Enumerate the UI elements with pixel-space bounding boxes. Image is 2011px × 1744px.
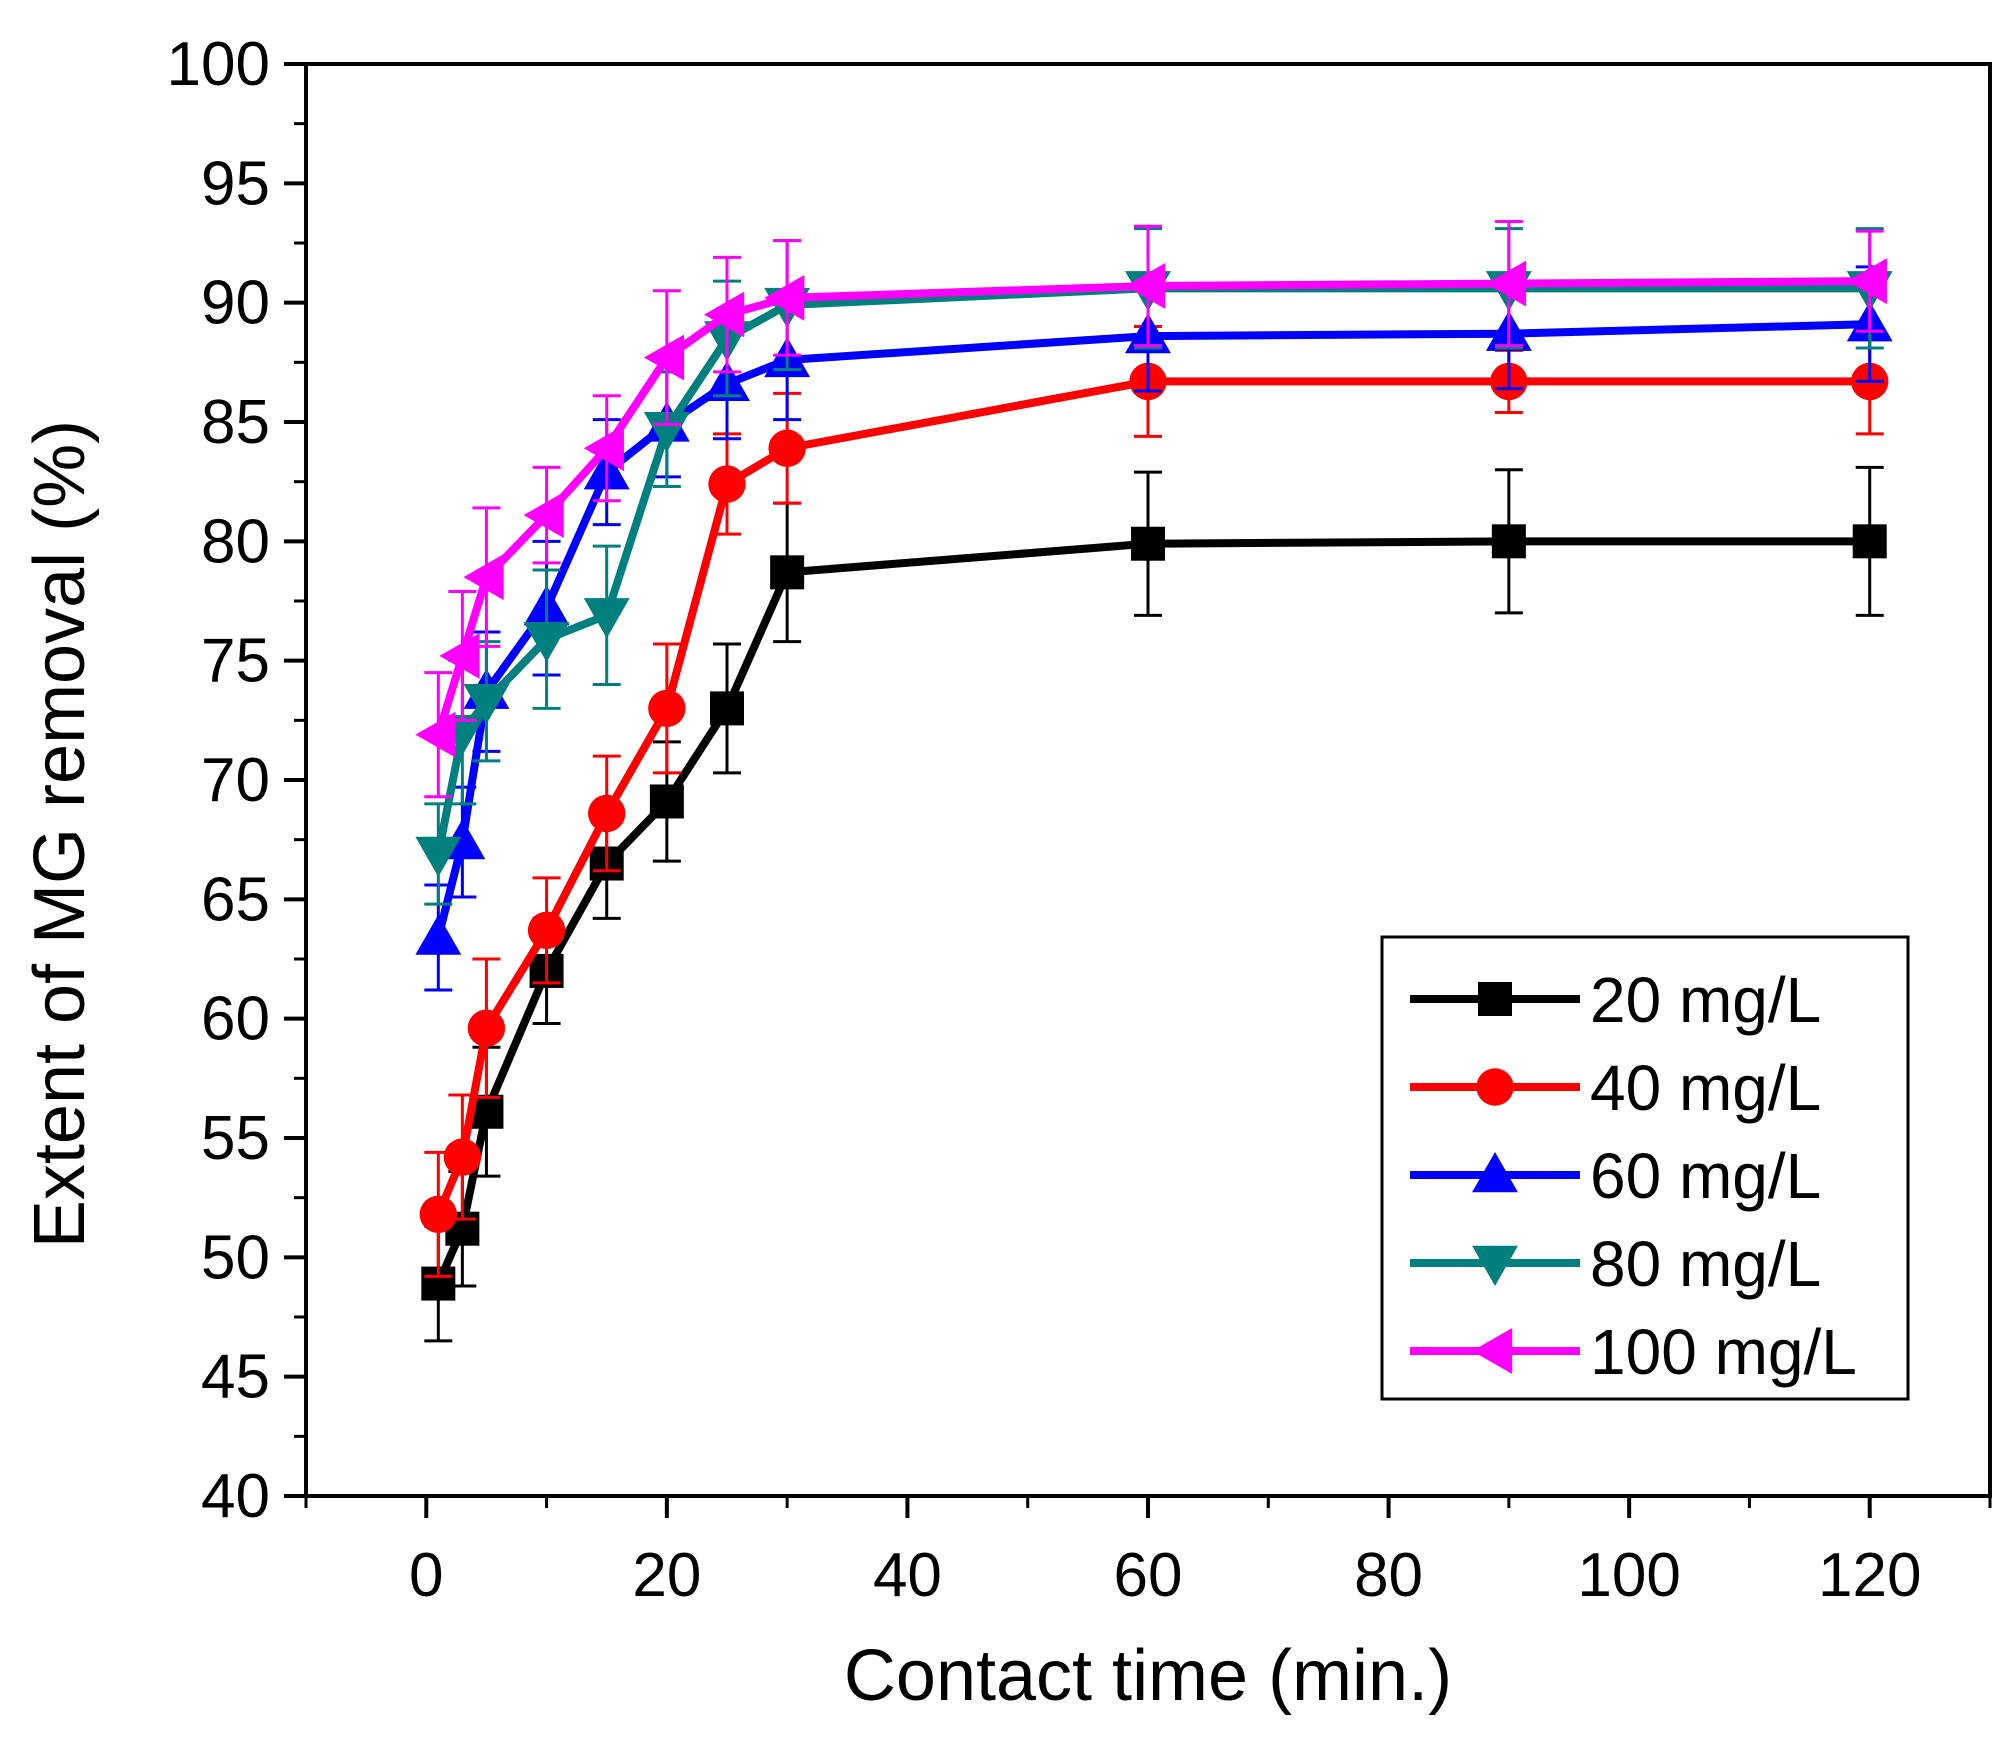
data-point	[415, 914, 462, 955]
y-tick-label: 75	[201, 627, 270, 696]
data-point	[443, 1138, 482, 1176]
x-tick-label: 20	[632, 1541, 701, 1610]
data-point	[708, 465, 746, 503]
y-tick-label: 45	[201, 1343, 270, 1412]
legend-marker	[1478, 982, 1512, 1016]
legend-item: 60 mg/L	[1410, 1140, 1821, 1212]
data-point	[588, 794, 626, 833]
data-point	[643, 411, 690, 453]
data-point	[523, 621, 570, 663]
data-point	[1491, 524, 1526, 559]
data-point	[523, 492, 564, 539]
data-point	[415, 836, 462, 877]
data-point	[1131, 526, 1165, 561]
legend-marker	[1472, 1152, 1518, 1193]
legend-label: 60 mg/L	[1590, 1140, 1821, 1212]
data-point	[710, 691, 744, 726]
data-point	[583, 598, 630, 639]
series-40-mg-l	[419, 325, 1889, 1278]
legend: 20 mg/L 40 mg/L 60 mg/L 80 mg/L 100 mg/L	[1380, 935, 1910, 1401]
data-point	[439, 632, 480, 679]
data-point	[770, 555, 805, 590]
data-point	[463, 554, 504, 601]
data-point	[1125, 263, 1166, 309]
y-tick-label: 70	[201, 746, 270, 815]
series-layer	[415, 220, 1893, 1343]
y-tick-label: 85	[201, 388, 270, 457]
x-tick-label: 40	[873, 1541, 942, 1610]
data-point	[467, 1009, 506, 1047]
legend-marker	[1476, 1068, 1514, 1106]
data-point	[643, 334, 685, 381]
data-point	[419, 1195, 458, 1234]
data-point	[649, 784, 684, 819]
data-point	[415, 711, 456, 758]
y-tick-label: 95	[201, 149, 270, 218]
data-point	[583, 425, 624, 472]
data-point	[1485, 260, 1527, 307]
legend-marker	[1472, 1328, 1513, 1374]
data-point	[704, 291, 745, 338]
x-axis-title: Contact time (min.)	[844, 1636, 1452, 1716]
x-tick-label: 60	[1114, 1541, 1183, 1610]
x-tick-label: 0	[409, 1541, 443, 1610]
legend-label: 100 mg/L	[1590, 1316, 1857, 1388]
x-tick-label: 100	[1577, 1541, 1680, 1610]
y-tick-label: 90	[201, 269, 270, 338]
y-tick-label: 55	[201, 1104, 270, 1173]
x-tick-label: 80	[1354, 1541, 1423, 1610]
y-tick-label: 65	[201, 865, 270, 934]
data-point	[463, 684, 510, 725]
data-point	[768, 429, 806, 467]
data-point	[1852, 524, 1887, 559]
legend-label: 80 mg/L	[1590, 1228, 1821, 1300]
legend-label: 40 mg/L	[1590, 1052, 1821, 1124]
y-axis-title: Extent of MG removal (%)	[20, 420, 100, 1248]
legend-item: 100 mg/L	[1410, 1316, 1857, 1388]
data-point	[648, 689, 686, 728]
legend-item: 20 mg/L	[1410, 964, 1821, 1036]
data-point	[764, 274, 805, 321]
legend-item: 80 mg/L	[1410, 1228, 1821, 1300]
data-point	[527, 911, 566, 950]
data-point	[1846, 258, 1887, 305]
y-tick-label: 50	[201, 1223, 270, 1292]
x-axis: 0 20 40 60 80 100 120	[304, 1496, 1992, 1610]
x-tick-label: 120	[1818, 1541, 1921, 1610]
y-tick-label: 100	[167, 30, 270, 99]
y-tick-label: 80	[201, 507, 270, 576]
legend-label: 20 mg/L	[1590, 964, 1821, 1036]
y-tick-label: 40	[201, 1462, 270, 1531]
y-tick-label: 60	[201, 985, 270, 1054]
series-100-mg-l	[415, 220, 1887, 799]
y-axis: 40 45 50 55 60 65 70 75 80 85 90 95 100	[167, 30, 306, 1531]
legend-item: 40 mg/L	[1410, 1052, 1821, 1124]
legend-box	[1380, 935, 1910, 1401]
legend-marker	[1472, 1245, 1518, 1286]
